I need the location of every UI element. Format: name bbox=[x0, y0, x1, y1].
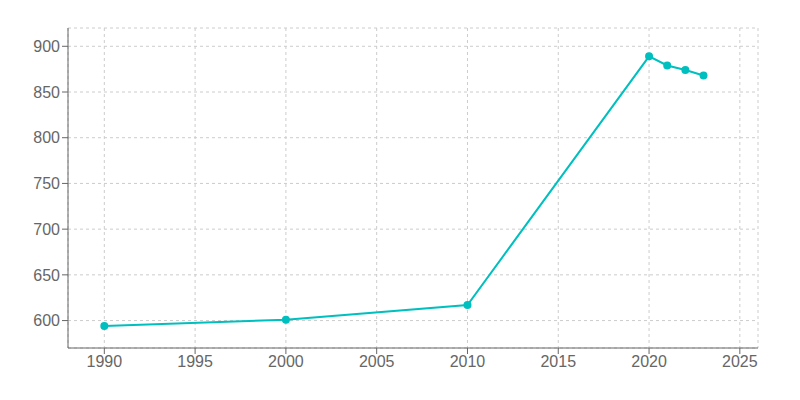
svg-text:2005: 2005 bbox=[359, 353, 395, 370]
svg-text:2020: 2020 bbox=[631, 353, 667, 370]
svg-text:2025: 2025 bbox=[722, 353, 758, 370]
svg-text:800: 800 bbox=[33, 129, 60, 146]
svg-text:850: 850 bbox=[33, 84, 60, 101]
svg-text:650: 650 bbox=[33, 267, 60, 284]
svg-text:1995: 1995 bbox=[177, 353, 213, 370]
svg-text:2000: 2000 bbox=[268, 353, 304, 370]
svg-text:700: 700 bbox=[33, 221, 60, 238]
svg-text:600: 600 bbox=[33, 312, 60, 329]
svg-text:2010: 2010 bbox=[450, 353, 486, 370]
svg-text:1990: 1990 bbox=[87, 353, 123, 370]
svg-text:2015: 2015 bbox=[540, 353, 576, 370]
svg-text:900: 900 bbox=[33, 38, 60, 55]
svg-text:750: 750 bbox=[33, 175, 60, 192]
